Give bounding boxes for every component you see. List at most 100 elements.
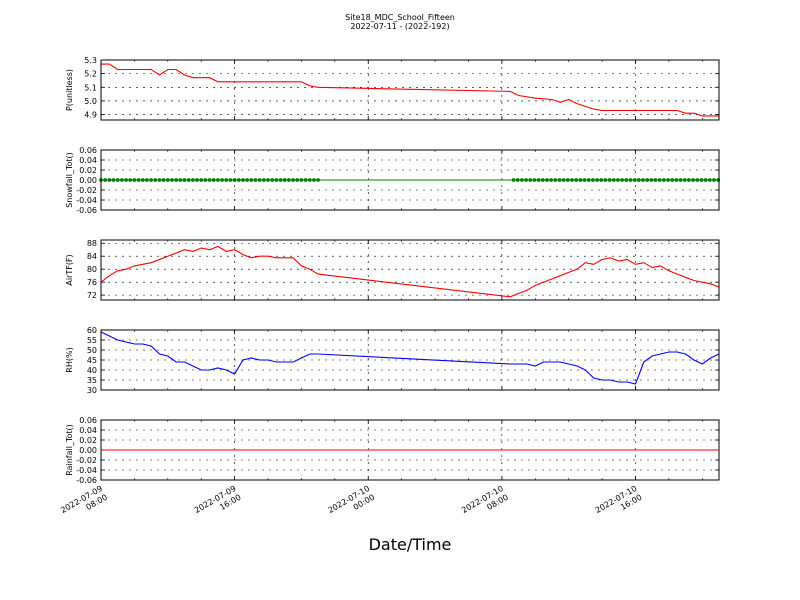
panels: 5.35.25.15.04.9P(unitless)0.060.040.020.… bbox=[59, 56, 721, 515]
y-axis-label: AirTF(F) bbox=[65, 254, 74, 285]
y-tick-label: 60 bbox=[87, 326, 97, 335]
series-marker bbox=[170, 178, 174, 182]
series-marker bbox=[249, 178, 254, 182]
series-marker bbox=[191, 178, 195, 182]
series-marker bbox=[636, 178, 641, 182]
figure-title-line2: 2022-07-11 - (2022-192) bbox=[350, 22, 449, 31]
series-marker bbox=[103, 178, 108, 182]
series-marker bbox=[161, 178, 166, 182]
series-marker bbox=[207, 178, 212, 182]
series-marker bbox=[699, 178, 704, 182]
series-marker bbox=[545, 178, 549, 182]
series-marker bbox=[691, 178, 695, 182]
y-tick-label: 55 bbox=[87, 336, 97, 345]
y-tick-label: 0.04 bbox=[79, 426, 97, 435]
axes-frame bbox=[100, 239, 720, 301]
y-axis-label: Rainfall_Tot() bbox=[65, 424, 74, 476]
series-marker bbox=[624, 178, 629, 182]
series-marker bbox=[241, 178, 245, 182]
y-tick-label: 45 bbox=[87, 356, 97, 365]
series-marker bbox=[299, 178, 304, 182]
series-marker bbox=[524, 178, 528, 182]
series-marker bbox=[603, 178, 608, 182]
panel-1: 5.3 5.2 5.1 5.0 4.9 P(unitless) bbox=[65, 56, 720, 121]
series-marker bbox=[266, 178, 270, 182]
series-marker bbox=[174, 178, 179, 182]
y-tick-label: 0.00 bbox=[79, 176, 97, 185]
series-marker bbox=[553, 178, 558, 182]
series-marker bbox=[303, 178, 308, 182]
y-tick-label: 0.02 bbox=[79, 436, 97, 445]
series-marker bbox=[178, 178, 183, 182]
series-marker bbox=[282, 178, 287, 182]
series-marker bbox=[670, 178, 675, 182]
axes-frame bbox=[100, 419, 720, 481]
series-marker bbox=[149, 178, 154, 182]
y-tick-label: 84 bbox=[87, 252, 97, 261]
series-marker bbox=[270, 178, 275, 182]
series-marker bbox=[620, 178, 624, 182]
series-marker bbox=[707, 178, 712, 182]
series-marker bbox=[203, 178, 208, 182]
axes-frame bbox=[100, 329, 720, 391]
y-tick-label: 50 bbox=[87, 346, 97, 355]
series-marker bbox=[678, 178, 683, 182]
series-marker bbox=[165, 178, 170, 182]
series-marker bbox=[278, 178, 283, 182]
series-marker bbox=[132, 178, 137, 182]
y-tick-label: 40 bbox=[87, 366, 97, 375]
series-marker bbox=[295, 178, 300, 182]
series-marker bbox=[107, 178, 112, 182]
series-marker bbox=[611, 178, 616, 182]
series-marker bbox=[111, 178, 116, 182]
series-marker bbox=[124, 178, 128, 182]
series-marker bbox=[316, 178, 320, 182]
series-marker bbox=[586, 178, 591, 182]
panel-2: 0.060.040.020.00-0.02-0.04-0.06Snowfall_… bbox=[65, 146, 721, 215]
series-marker bbox=[574, 178, 579, 182]
x-axis-label: Date/Time bbox=[369, 535, 452, 554]
y-tick-label: 5.3 bbox=[84, 56, 97, 65]
y-tick-label: 76 bbox=[87, 278, 97, 287]
y-tick-label: 0.00 bbox=[79, 446, 97, 455]
y-tick-label: 0.02 bbox=[79, 166, 97, 175]
series-marker bbox=[274, 178, 279, 182]
series-marker bbox=[236, 178, 241, 182]
series-marker bbox=[536, 178, 541, 182]
series-marker bbox=[128, 178, 133, 182]
y-tick-label: 80 bbox=[87, 265, 97, 274]
y-tick-label: -0.04 bbox=[76, 196, 97, 205]
series-line bbox=[101, 63, 719, 117]
series-marker bbox=[666, 178, 670, 182]
series-marker bbox=[645, 178, 650, 182]
series-marker bbox=[515, 178, 520, 182]
series-marker bbox=[561, 178, 566, 182]
series-marker bbox=[607, 178, 612, 182]
series-marker bbox=[557, 178, 562, 182]
series-marker bbox=[653, 178, 658, 182]
y-tick-label: 5.2 bbox=[84, 70, 97, 79]
y-axis-label: Snowfall_Tot() bbox=[65, 152, 74, 208]
series-marker bbox=[228, 178, 233, 182]
series-line bbox=[100, 245, 720, 298]
y-tick-label: 5.0 bbox=[84, 97, 97, 106]
y-tick-label: -0.06 bbox=[76, 476, 97, 485]
y-tick-label: 30 bbox=[87, 386, 97, 395]
series-marker bbox=[262, 178, 266, 182]
series-marker bbox=[153, 178, 158, 182]
axes-frame bbox=[100, 149, 720, 211]
series-marker bbox=[115, 178, 120, 182]
series-marker bbox=[540, 178, 545, 182]
y-tick-label: 0.06 bbox=[79, 416, 97, 425]
axes-frame bbox=[100, 59, 720, 121]
series-marker bbox=[641, 178, 645, 182]
series-marker bbox=[216, 178, 220, 182]
series-marker bbox=[682, 178, 687, 182]
panel-3: 88 84 80 76 72 AirTF(F) bbox=[65, 239, 720, 301]
series-marker bbox=[662, 178, 666, 182]
series-marker bbox=[632, 178, 637, 182]
series-marker bbox=[257, 178, 262, 182]
